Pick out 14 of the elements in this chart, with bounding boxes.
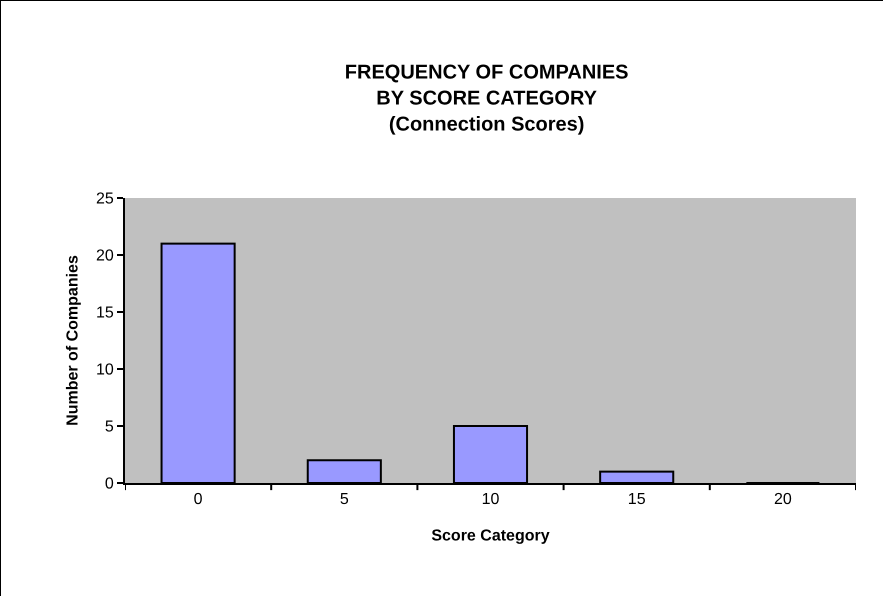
x-tick-label: 0 bbox=[194, 491, 203, 508]
y-tick-label: 0 bbox=[104, 476, 114, 493]
y-tick-label: 5 bbox=[104, 418, 114, 436]
x-tick-label: 15 bbox=[628, 491, 646, 508]
y-tick-label: 25 bbox=[96, 190, 114, 208]
x-tick-label: 20 bbox=[774, 491, 792, 508]
chart-title: FREQUENCY OF COMPANIES BY SCORE CATEGORY (Connection Scores) bbox=[344, 61, 629, 136]
y-tick-label: 15 bbox=[96, 304, 114, 322]
y-axis-title: Number of Companies bbox=[64, 255, 82, 426]
x-axis-title: Score Category bbox=[431, 527, 550, 544]
x-tick-label: 10 bbox=[482, 491, 500, 508]
x-tick-label: 5 bbox=[340, 491, 349, 508]
y-tick-label: 20 bbox=[96, 248, 114, 265]
y-tick-label: 10 bbox=[96, 362, 114, 379]
